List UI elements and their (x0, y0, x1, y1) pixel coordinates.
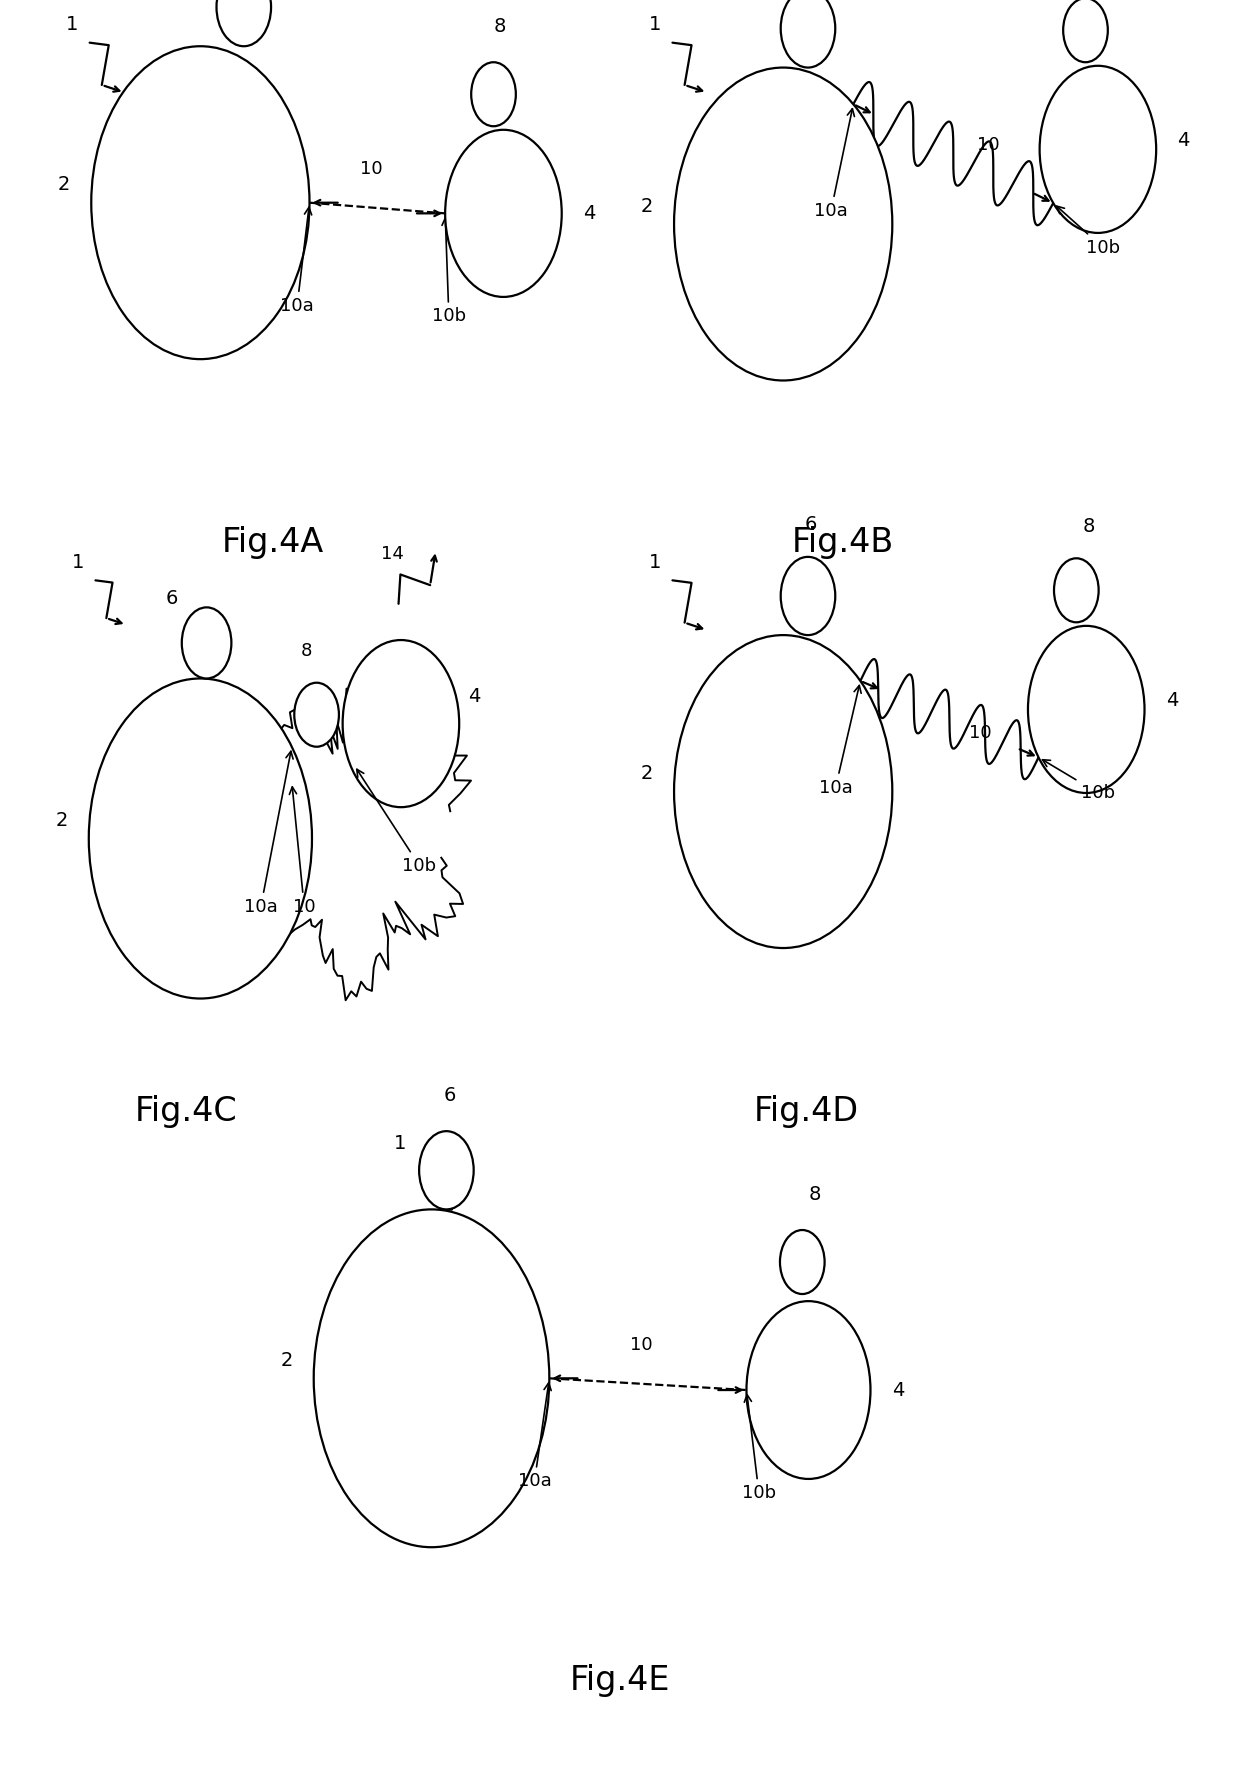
Circle shape (89, 679, 312, 999)
Circle shape (746, 1301, 870, 1479)
Text: 10b: 10b (1043, 759, 1115, 802)
Text: 6: 6 (805, 516, 817, 535)
Circle shape (445, 130, 562, 297)
Circle shape (217, 0, 272, 46)
Text: 10a: 10a (815, 108, 854, 220)
Text: 10b: 10b (742, 1394, 776, 1502)
Circle shape (342, 640, 459, 807)
Text: 10: 10 (289, 788, 315, 916)
Circle shape (781, 557, 836, 635)
Text: 14: 14 (381, 546, 404, 564)
Text: 1: 1 (72, 553, 84, 573)
Text: 10a: 10a (517, 1383, 552, 1490)
Text: 4: 4 (892, 1380, 904, 1399)
Text: Fig.4E: Fig.4E (569, 1664, 671, 1696)
Text: 1: 1 (649, 553, 661, 573)
Text: 1: 1 (649, 16, 661, 34)
Circle shape (294, 683, 339, 747)
Text: 10b: 10b (1056, 206, 1120, 256)
Text: 2: 2 (641, 765, 653, 784)
Text: 4: 4 (583, 204, 595, 222)
Text: 4: 4 (1166, 692, 1178, 709)
Circle shape (675, 68, 893, 380)
Text: 4: 4 (1177, 132, 1189, 149)
Text: 1: 1 (66, 16, 78, 34)
Text: 10b: 10b (357, 770, 436, 875)
Text: 10a: 10a (280, 208, 314, 315)
Circle shape (92, 46, 310, 359)
Text: 8: 8 (808, 1184, 821, 1204)
Text: 10b: 10b (432, 219, 466, 325)
Text: 8: 8 (494, 18, 506, 36)
Text: 10a: 10a (818, 686, 861, 797)
Circle shape (675, 635, 893, 948)
Text: 10: 10 (970, 724, 992, 743)
Circle shape (471, 62, 516, 126)
Text: 2: 2 (280, 1351, 293, 1371)
Circle shape (1063, 0, 1107, 62)
Text: 10: 10 (977, 135, 999, 153)
Circle shape (780, 1230, 825, 1294)
Circle shape (182, 608, 232, 679)
Text: 8: 8 (1083, 517, 1095, 535)
Text: 2: 2 (56, 811, 68, 830)
Text: 8: 8 (301, 642, 312, 660)
Text: 2: 2 (641, 197, 653, 215)
Circle shape (1054, 558, 1099, 622)
Text: 10: 10 (360, 160, 382, 178)
Text: Fig.4C: Fig.4C (135, 1095, 237, 1127)
Text: 10: 10 (630, 1335, 653, 1355)
Text: Fig.4B: Fig.4B (792, 526, 894, 558)
Text: 6: 6 (166, 589, 179, 608)
Circle shape (419, 1131, 474, 1209)
Circle shape (1028, 626, 1145, 793)
Circle shape (1039, 66, 1156, 233)
Text: Fig.4D: Fig.4D (754, 1095, 858, 1127)
Text: Fig.4A: Fig.4A (222, 526, 324, 558)
Circle shape (314, 1209, 549, 1547)
Text: 10a: 10a (244, 752, 293, 916)
Circle shape (781, 0, 836, 68)
Text: 6: 6 (444, 1086, 456, 1106)
Text: 2: 2 (58, 176, 71, 194)
Text: 4: 4 (467, 688, 480, 706)
Text: 1: 1 (393, 1134, 405, 1152)
